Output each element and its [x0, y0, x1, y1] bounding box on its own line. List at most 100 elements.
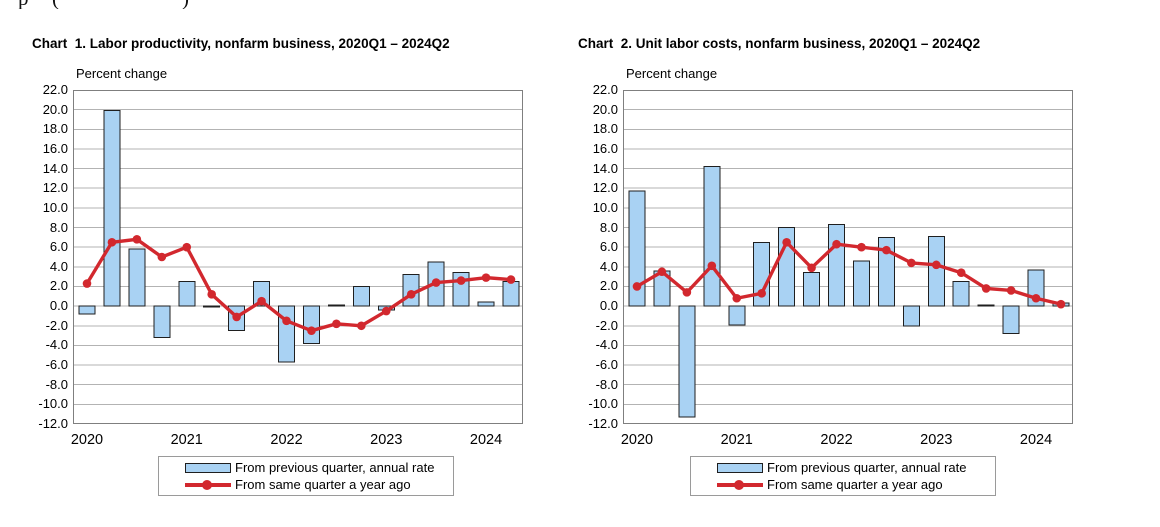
y-tick-label: 10.0: [592, 199, 618, 215]
y-tick-label: -8.0: [45, 376, 68, 392]
text-fragment: ): [182, 0, 189, 9]
x-tick-label: 2023: [370, 432, 403, 448]
bar-2023Q4: [1002, 305, 1020, 335]
y-tick-label: 12.0: [42, 180, 68, 196]
line-swatch-icon: [717, 478, 763, 491]
y-tick-label: 8.0: [49, 219, 68, 235]
plot-border: [73, 90, 523, 424]
point-2022Q4: [907, 258, 916, 268]
y-tick-label: 4.0: [599, 258, 618, 274]
y-tick-label: -12.0: [588, 416, 618, 431]
y-tick-label: 8.0: [599, 219, 618, 235]
y-tick-label: 14.0: [592, 160, 618, 176]
bar-2022Q2: [852, 260, 870, 307]
point-2023Q1: [381, 306, 391, 316]
x-tick-label: 2022: [270, 432, 303, 448]
plot-area: [73, 90, 523, 424]
y-tick-label: 6.0: [49, 239, 68, 255]
line-swatch-icon: [185, 478, 231, 491]
point-2020Q3: [132, 235, 142, 244]
y-tick-label: 16.0: [42, 140, 68, 156]
bar-2022Q3: [877, 236, 895, 307]
point-2021Q4: [257, 296, 266, 306]
line-series: [85, 237, 513, 333]
bar-2024Q2: [502, 281, 520, 307]
legend-label: From previous quarter, annual rate: [235, 460, 435, 475]
point-2024Q1: [1031, 293, 1041, 303]
point-2022Q4: [357, 321, 366, 331]
chart-title: Chart 2. Unit labor costs, nonfarm busin…: [578, 36, 981, 51]
y-axis-label: Percent change: [626, 66, 718, 81]
bar-2022Q4: [902, 305, 920, 327]
y-tick-label: 22.0: [592, 82, 618, 97]
bar-2020Q1: [78, 305, 96, 315]
bar-2020Q2: [103, 110, 121, 307]
point-2024Q1: [481, 273, 491, 282]
legend-item-line: From same quarter a year ago: [159, 476, 453, 493]
point-2021Q2: [757, 289, 766, 298]
legend-item-bars: From previous quarter, annual rate: [691, 459, 995, 476]
bar-2020Q4: [703, 166, 721, 307]
y-tick-label: -10.0: [588, 396, 618, 412]
plot-border: [623, 90, 1073, 424]
bar-2021Q1: [728, 305, 746, 326]
bar-2022Q2: [302, 305, 320, 344]
x-tick-label: 2024: [1019, 432, 1053, 448]
y-tick-label: 22.0: [42, 82, 68, 97]
point-2023Q1: [931, 260, 941, 270]
y-axis-label: Percent change: [76, 66, 168, 81]
bar-2022Q3: [327, 304, 345, 307]
bar-2020Q4: [153, 305, 171, 339]
point-2023Q3: [431, 278, 441, 287]
y-tick-label: -4.0: [45, 337, 68, 353]
x-tick-label: 2020: [620, 432, 654, 448]
point-2023Q4: [456, 276, 466, 285]
point-2023Q3: [981, 284, 991, 293]
y-tick-label: 20.0: [42, 101, 68, 117]
legend: From previous quarter, annual rate From …: [158, 456, 454, 496]
point-2022Q2: [307, 326, 316, 335]
text-fragment: p: [18, 0, 29, 9]
point-2021Q1: [732, 293, 742, 303]
chart-2-unit-labor-costs: Chart 2. Unit labor costs, nonfarm busin…: [550, 0, 1130, 527]
point-2020Q2: [107, 237, 117, 247]
y-tick-label: -4.0: [595, 337, 618, 353]
point-2020Q1: [82, 279, 92, 288]
text-fragment: (: [52, 0, 59, 9]
bar-2023Q3: [977, 304, 995, 307]
y-tick-label: 20.0: [592, 101, 618, 117]
bar-2022Q4: [352, 285, 370, 307]
x-tick-label: 2021: [170, 432, 203, 448]
bar-2021Q2: [203, 305, 221, 308]
legend-label: From previous quarter, annual rate: [767, 460, 967, 475]
y-tick-label: -6.0: [45, 357, 68, 373]
chart-1-labor-productivity: Chart 1. Labor productivity, nonfarm bus…: [32, 36, 523, 496]
y-tick-label: 6.0: [599, 239, 618, 255]
point-2023Q4: [1006, 286, 1016, 295]
x-tick-label: 2023: [920, 432, 953, 448]
y-tick-label: 16.0: [592, 140, 618, 156]
plot-area: [623, 90, 1073, 424]
chart-title: Chart 1. Labor productivity, nonfarm bus…: [32, 36, 450, 51]
point-2020Q3: [682, 288, 692, 297]
point-2021Q3: [232, 312, 241, 322]
x-tick-label: 2020: [70, 432, 104, 448]
y-tick-label: 2.0: [49, 278, 68, 294]
x-tick-label: 2021: [720, 432, 753, 448]
y-tick-label: 10.0: [42, 199, 68, 215]
bar-2021Q1: [178, 281, 196, 307]
bar-2021Q4: [803, 272, 821, 307]
point-2022Q3: [882, 245, 891, 255]
bar-swatch-icon: [717, 462, 763, 473]
line-series: [635, 240, 1063, 306]
y-tick-label: -8.0: [595, 376, 618, 392]
y-tick-label: 4.0: [49, 258, 68, 274]
point-2021Q2: [207, 290, 216, 299]
point-2024Q2: [506, 275, 516, 284]
legend-label: From same quarter a year ago: [235, 477, 411, 492]
y-tick-label: 18.0: [42, 121, 68, 137]
y-tick-label: 12.0: [592, 180, 618, 196]
bar-2020Q3: [128, 248, 146, 307]
point-2020Q1: [632, 282, 642, 291]
